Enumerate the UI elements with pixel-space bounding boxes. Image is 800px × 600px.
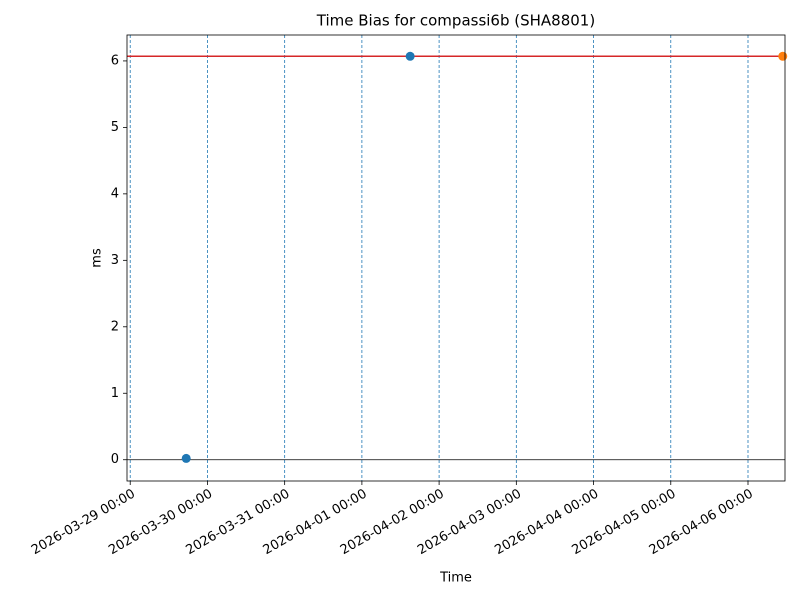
y-tick-label: 6 [111, 53, 119, 68]
point [405, 51, 415, 61]
y-tick-label: 1 [111, 386, 119, 401]
chart-title: Time Bias for compassi6b (SHA8801) [316, 12, 595, 30]
point [778, 51, 788, 61]
y-tick-label: 4 [111, 186, 119, 201]
y-tick-label: 5 [111, 120, 119, 135]
y-tick-label: 0 [111, 452, 119, 467]
x-axis-label: Time [439, 571, 472, 586]
y-tick-label: 2 [111, 319, 119, 334]
point [181, 453, 191, 463]
y-axis-label: ms [90, 248, 105, 268]
plot-frame [126, 34, 786, 482]
y-tick-label: 3 [111, 253, 119, 268]
